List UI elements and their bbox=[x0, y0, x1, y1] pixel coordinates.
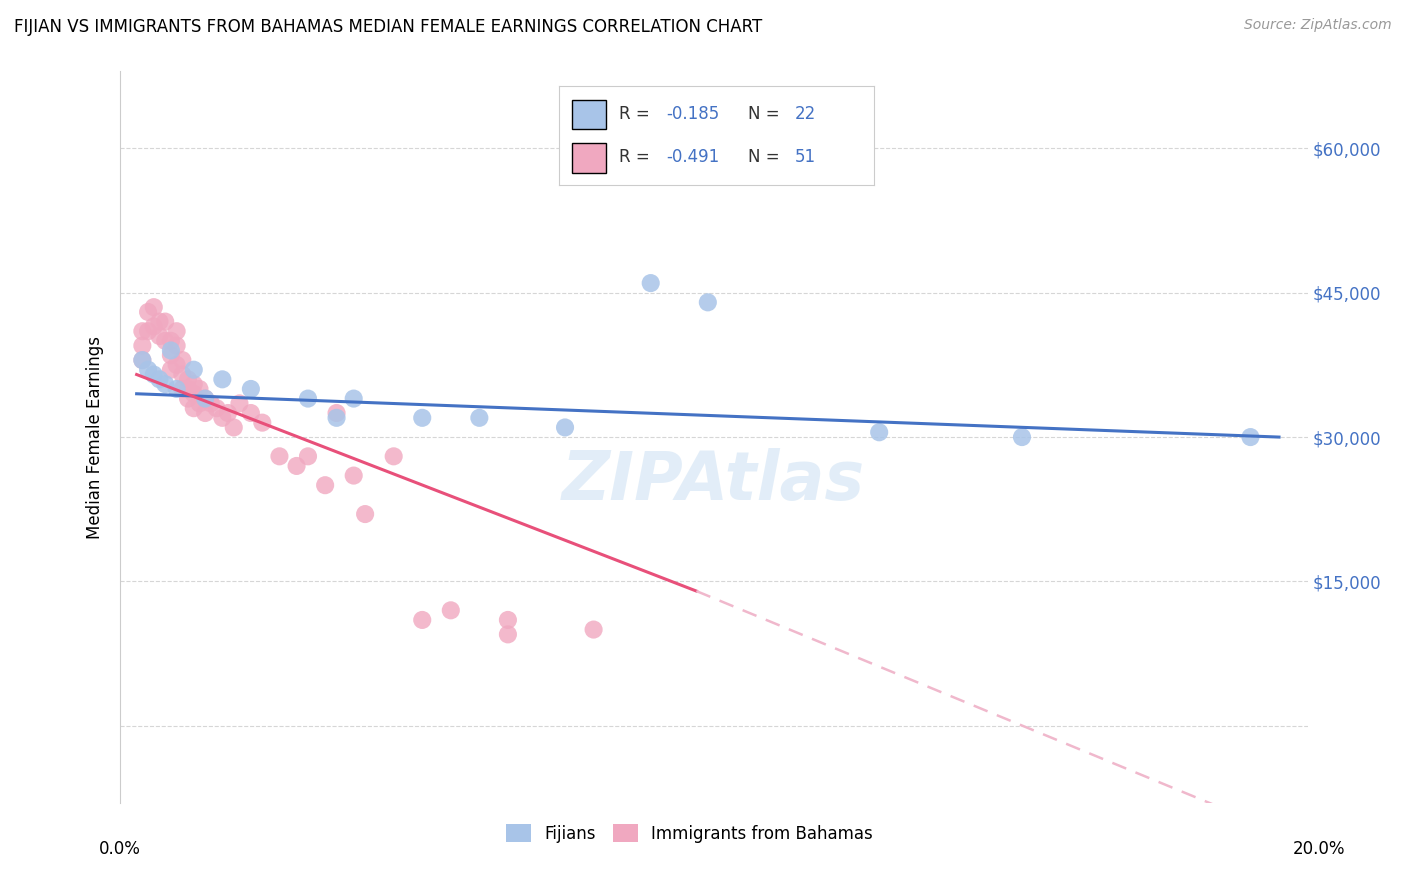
Point bbox=[194, 392, 217, 406]
Point bbox=[131, 353, 153, 368]
Point bbox=[222, 420, 245, 434]
Point bbox=[252, 416, 274, 430]
Point bbox=[142, 368, 165, 382]
Point bbox=[200, 396, 222, 410]
Point bbox=[411, 613, 433, 627]
Point bbox=[148, 329, 170, 343]
Point bbox=[155, 315, 177, 329]
Point bbox=[166, 382, 188, 396]
Point bbox=[131, 324, 153, 338]
Text: 0.0%: 0.0% bbox=[98, 840, 141, 858]
Point bbox=[136, 362, 159, 376]
Point bbox=[194, 392, 217, 406]
Y-axis label: Median Female Earnings: Median Female Earnings bbox=[86, 335, 104, 539]
Point bbox=[582, 623, 605, 637]
Point bbox=[136, 305, 159, 319]
Point bbox=[183, 401, 205, 416]
Point bbox=[496, 627, 519, 641]
Point bbox=[696, 295, 718, 310]
Point bbox=[166, 358, 188, 372]
Point bbox=[177, 382, 200, 396]
Point bbox=[131, 353, 153, 368]
Point bbox=[239, 382, 262, 396]
Point bbox=[868, 425, 890, 440]
Point bbox=[148, 372, 170, 386]
Point bbox=[160, 348, 183, 362]
Point bbox=[411, 410, 433, 425]
Point bbox=[496, 613, 519, 627]
Point bbox=[136, 324, 159, 338]
Point bbox=[160, 334, 183, 348]
Point bbox=[166, 338, 188, 352]
Point bbox=[194, 406, 217, 420]
Point bbox=[183, 377, 205, 392]
Point bbox=[177, 372, 200, 386]
Point bbox=[188, 396, 211, 410]
Legend: Fijians, Immigrants from Bahamas: Fijians, Immigrants from Bahamas bbox=[499, 818, 880, 849]
Point bbox=[172, 368, 194, 382]
Point bbox=[183, 362, 205, 376]
Point bbox=[285, 458, 308, 473]
Point bbox=[325, 406, 347, 420]
Point bbox=[211, 372, 233, 386]
Text: ZIPAtlas: ZIPAtlas bbox=[562, 448, 865, 514]
Point bbox=[325, 410, 347, 425]
Point bbox=[166, 324, 188, 338]
Point bbox=[172, 382, 194, 396]
Point bbox=[554, 420, 576, 434]
Point bbox=[160, 362, 183, 376]
Point bbox=[155, 334, 177, 348]
Point bbox=[205, 401, 228, 416]
Point bbox=[440, 603, 463, 617]
Point bbox=[1011, 430, 1033, 444]
Point bbox=[155, 377, 177, 392]
Point bbox=[142, 319, 165, 334]
Point bbox=[239, 406, 262, 420]
Point bbox=[297, 392, 319, 406]
Point bbox=[269, 450, 291, 464]
Point bbox=[160, 343, 183, 358]
Point bbox=[314, 478, 336, 492]
Point bbox=[172, 353, 194, 368]
Point bbox=[354, 507, 377, 521]
Text: 20.0%: 20.0% bbox=[1292, 840, 1346, 858]
Point bbox=[343, 468, 366, 483]
Text: FIJIAN VS IMMIGRANTS FROM BAHAMAS MEDIAN FEMALE EARNINGS CORRELATION CHART: FIJIAN VS IMMIGRANTS FROM BAHAMAS MEDIAN… bbox=[14, 18, 762, 36]
Point bbox=[382, 450, 405, 464]
Point bbox=[211, 410, 233, 425]
Point bbox=[142, 300, 165, 314]
Point bbox=[188, 382, 211, 396]
Point bbox=[468, 410, 491, 425]
Point bbox=[217, 406, 239, 420]
Point bbox=[297, 450, 319, 464]
Point bbox=[640, 276, 662, 290]
Point bbox=[1239, 430, 1261, 444]
Point bbox=[148, 315, 170, 329]
Point bbox=[177, 392, 200, 406]
Point bbox=[183, 386, 205, 401]
Point bbox=[228, 396, 250, 410]
Point bbox=[131, 338, 153, 352]
Point bbox=[343, 392, 366, 406]
Text: Source: ZipAtlas.com: Source: ZipAtlas.com bbox=[1244, 18, 1392, 32]
